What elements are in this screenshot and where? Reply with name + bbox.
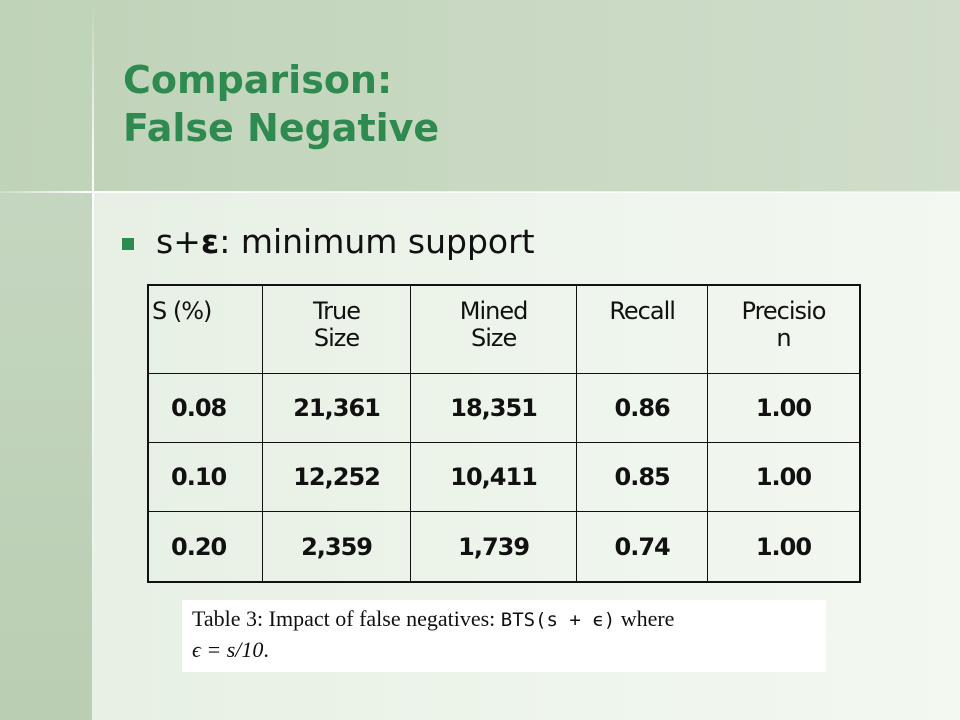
header-mined-size-line-2: Size xyxy=(470,324,517,352)
table-row: 0.10 12,252 10,411 0.85 1.00 xyxy=(147,441,861,513)
header-true-size-line-2: Size xyxy=(313,324,360,352)
header-recall-text: Recall xyxy=(609,297,676,325)
cell-precision: 1.00 xyxy=(706,511,861,583)
caption-lead: Table 3: Impact of false negatives: xyxy=(192,606,501,631)
bullet-item: s+ε: minimum support xyxy=(122,222,535,261)
cell-recall: 0.85 xyxy=(576,441,708,513)
caption-end: . xyxy=(263,637,269,662)
cell-true-size: 21,361 xyxy=(262,372,411,443)
bullet-text-prefix: s+ xyxy=(156,222,201,261)
horizontal-accent-line xyxy=(0,191,960,193)
results-table: S (%) True Size Mined Size Recall Precisio… xyxy=(147,284,861,583)
cell-precision: 1.00 xyxy=(706,441,861,513)
square-bullet-icon xyxy=(122,237,134,250)
cell-true-size: 2,359 xyxy=(262,511,411,583)
slide-title-line-2: False Negative xyxy=(123,106,440,150)
bullet-text-rest: : minimum support xyxy=(219,222,535,261)
table-header-row: S (%) True Size Mined Size Recall Precisio… xyxy=(147,284,861,374)
bullet-text: s+ε: minimum support xyxy=(156,222,535,261)
header-s-percent: S (%) xyxy=(147,284,264,374)
cell-true-size: 12,252 xyxy=(262,441,411,513)
header-true-size-line-1: True xyxy=(313,297,361,325)
sparkle-icon xyxy=(83,182,103,202)
vertical-accent-line xyxy=(92,0,94,720)
cell-mined-size: 1,739 xyxy=(409,511,578,583)
caption-math: ϵ = s/10 xyxy=(192,637,264,662)
header-precision-line-2: n xyxy=(776,324,791,352)
table-row: 0.20 2,359 1,739 0.74 1.00 xyxy=(147,511,861,583)
slide-title: Comparison: False Negative xyxy=(123,56,439,152)
cell-recall: 0.74 xyxy=(576,511,708,583)
title-decor-band xyxy=(0,0,960,192)
table-row: 0.08 21,361 18,351 0.86 1.00 xyxy=(147,372,861,443)
header-true-size: True Size xyxy=(262,284,411,374)
header-mined-size: Mined Size xyxy=(409,284,578,374)
cell-mined-size: 18,351 xyxy=(409,372,578,443)
table-caption-image: Table 3: Impact of false negatives: BTS(… xyxy=(182,600,826,672)
header-recall: Recall xyxy=(576,284,708,374)
slide-title-line-1: Comparison: xyxy=(123,58,393,102)
cell-s: 0.10 xyxy=(147,441,264,513)
header-mined-size-line-1: Mined xyxy=(459,297,529,325)
cell-recall: 0.86 xyxy=(576,372,708,443)
bullet-text-epsilon: ε xyxy=(200,222,220,261)
cell-precision: 1.00 xyxy=(706,372,861,443)
header-precision: Precisio n xyxy=(706,284,861,374)
header-s-percent-text: S (%) xyxy=(152,297,212,325)
cell-s: 0.08 xyxy=(147,372,264,443)
caption-mid: where xyxy=(615,606,675,631)
cell-mined-size: 10,411 xyxy=(409,441,578,513)
caption-code: BTS(s + ϵ) xyxy=(500,609,616,631)
cell-s: 0.20 xyxy=(147,511,264,583)
header-precision-line-1: Precisio xyxy=(741,297,827,325)
